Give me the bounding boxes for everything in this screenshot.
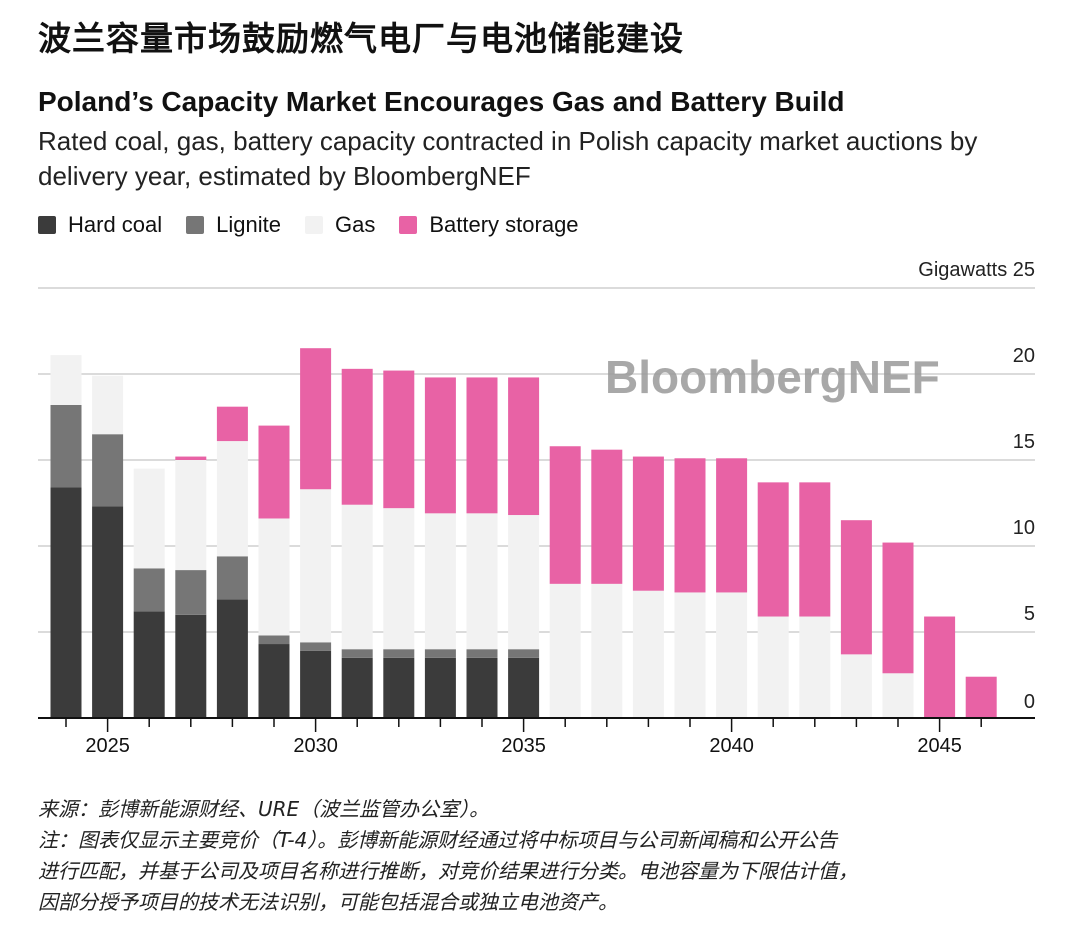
- bar-segment-battery-storage-2029: [258, 425, 290, 519]
- bar-segment-lignite-2029: [258, 635, 290, 645]
- bar-segment-battery-storage-2038: [632, 456, 664, 591]
- bar-segment-gas-2036: [549, 583, 581, 718]
- bar-segment-lignite-2025: [92, 434, 124, 507]
- bar-segment-lignite-2035: [508, 649, 540, 658]
- bar-segment-battery-storage-2046: [965, 676, 997, 718]
- bar-segment-battery-storage-2027: [175, 456, 207, 460]
- bar-segment-hard-coal-2025: [92, 506, 124, 718]
- x-tick-label: 2045: [917, 735, 962, 757]
- bar-segment-hard-coal-2026: [133, 611, 165, 718]
- y-tick-label: 5: [1024, 603, 1035, 625]
- bar-segment-gas-2043: [840, 654, 872, 718]
- x-tick-label: 2030: [293, 735, 338, 757]
- bar-segment-hard-coal-2028: [216, 599, 248, 718]
- bar-segment-gas-2033: [424, 513, 456, 650]
- bar-segment-hard-coal-2034: [466, 657, 498, 718]
- bar-segment-lignite-2026: [133, 568, 165, 612]
- y-tick-label: Gigawatts 25: [918, 259, 1035, 281]
- bar-segment-lignite-2024: [50, 404, 82, 488]
- legend-item-battery: Battery storage: [399, 212, 579, 238]
- bar-segment-battery-storage-2043: [840, 520, 872, 655]
- note-line: 进行匹配，并基于公司及项目名称进行推断，对竞价结果进行分类。电池容量为下限估计值…: [38, 859, 858, 883]
- note-line: 因部分授予项目的技术无法识别，可能包括混合或独立电池资产。: [38, 890, 618, 914]
- legend-swatch: [38, 216, 56, 234]
- bar-segment-gas-2040: [716, 592, 748, 718]
- bar-segment-hard-coal-2033: [424, 657, 456, 718]
- y-tick-label: 10: [1013, 517, 1035, 539]
- bar-segment-lignite-2032: [383, 649, 415, 658]
- legend-label: Battery storage: [429, 212, 579, 237]
- bar-segment-battery-storage-2045: [924, 616, 956, 718]
- bar-segment-lignite-2027: [175, 570, 207, 615]
- bar-segment-battery-storage-2037: [591, 449, 623, 584]
- bar-segment-battery-storage-2034: [466, 377, 498, 514]
- bar-segment-hard-coal-2024: [50, 487, 82, 718]
- bar-segment-battery-storage-2042: [799, 482, 831, 617]
- bar-segment-battery-storage-2039: [674, 458, 706, 593]
- legend-label: Gas: [335, 212, 376, 237]
- bar-segment-gas-2038: [632, 590, 664, 718]
- bar-segment-gas-2031: [341, 504, 373, 650]
- bar-segment-battery-storage-2033: [424, 377, 456, 514]
- chart-subtitle: Rated coal, gas, battery capacity contra…: [38, 126, 978, 191]
- legend-swatch: [399, 216, 418, 234]
- bar-segment-gas-2041: [757, 616, 789, 718]
- bar-segment-battery-storage-2031: [341, 368, 373, 505]
- x-tick-label: 2040: [709, 735, 754, 757]
- legend-item-lignite: Lignite: [186, 212, 281, 238]
- source-note: 来源：彭博新能源财经、URE（波兰监管办公室）。: [38, 797, 490, 821]
- note-line: 注：图表仅显示主要竞价（T-4）。彭博新能源财经通过将中标项目与公司新闻稿和公开…: [38, 828, 838, 852]
- bar-segment-gas-2027: [175, 460, 207, 571]
- legend-label: Hard coal: [68, 212, 163, 237]
- bar-segment-battery-storage-2036: [549, 446, 581, 584]
- chart-title: Poland’s Capacity Market Encourages Gas …: [38, 86, 845, 117]
- bar-segment-battery-storage-2044: [882, 542, 914, 674]
- bar-segment-lignite-2030: [300, 642, 332, 651]
- x-tick-label: 2035: [501, 735, 546, 757]
- legend-label: Lignite: [216, 212, 281, 237]
- bar-segment-gas-2042: [799, 616, 831, 718]
- x-tick-label: 2025: [85, 735, 130, 757]
- watermark-logo: BloombergNEF: [605, 351, 940, 403]
- bar-segment-hard-coal-2035: [508, 657, 540, 718]
- bar-segment-gas-2030: [300, 489, 332, 643]
- bar-segment-battery-storage-2030: [300, 348, 332, 490]
- bar-segment-battery-storage-2035: [508, 377, 540, 516]
- y-tick-label: 20: [1013, 345, 1035, 367]
- bar-segment-lignite-2031: [341, 649, 373, 658]
- bar-segment-gas-2035: [508, 515, 540, 650]
- bar-segment-battery-storage-2040: [716, 458, 748, 593]
- bar-segment-gas-2032: [383, 508, 415, 650]
- bar-segment-gas-2037: [591, 583, 623, 718]
- bar-segment-gas-2029: [258, 518, 290, 636]
- bar-segment-gas-2026: [133, 468, 165, 569]
- stacked-bar-chart: 0 5 10 15 20 Gigawatts 25 BloombergNEF 2025 2030…: [38, 259, 1035, 757]
- legend-item-hard-coal: Hard coal: [38, 212, 162, 238]
- bar-segment-lignite-2033: [424, 649, 456, 658]
- bar-segment-hard-coal-2029: [258, 644, 290, 718]
- bar-segment-gas-2044: [882, 673, 914, 718]
- bar-segment-battery-storage-2032: [383, 370, 415, 509]
- legend-swatch: [305, 216, 323, 234]
- bar-segment-battery-storage-2028: [216, 406, 248, 442]
- legend-swatch: [186, 216, 205, 234]
- y-tick-label: 0: [1024, 691, 1035, 713]
- y-tick-label: 15: [1013, 431, 1035, 453]
- bar-segment-gas-2034: [466, 513, 498, 650]
- legend-item-gas: Gas: [305, 212, 375, 238]
- bar-segment-gas-2025: [92, 375, 124, 435]
- legend: Hard coal Lignite Gas Battery storage: [38, 212, 579, 238]
- bar-segment-battery-storage-2041: [757, 482, 789, 617]
- bar-segment-lignite-2034: [466, 649, 498, 658]
- bar-segment-gas-2028: [216, 441, 248, 557]
- notes: 来源：彭博新能源财经、URE（波兰监管办公室）。 注：图表仅显示主要竞价（T-4…: [38, 794, 1048, 918]
- bar-segment-lignite-2028: [216, 556, 248, 600]
- bar-segment-hard-coal-2032: [383, 657, 415, 718]
- chinese-title: 波兰容量市场鼓励燃气电厂与电池储能建设: [38, 19, 684, 58]
- bar-segment-hard-coal-2031: [341, 657, 373, 718]
- bar-segment-hard-coal-2027: [175, 614, 207, 718]
- bar-segment-gas-2039: [674, 592, 706, 718]
- bar-segment-hard-coal-2030: [300, 650, 332, 718]
- bar-segment-gas-2024: [50, 355, 82, 405]
